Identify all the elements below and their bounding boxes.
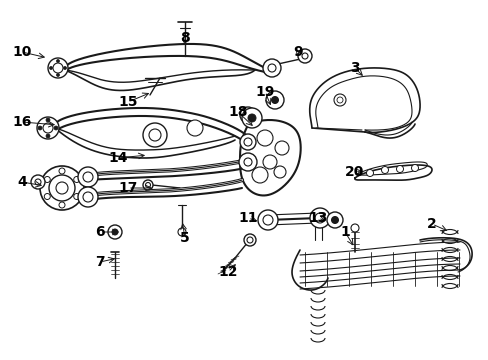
Circle shape: [333, 94, 346, 106]
Text: 7: 7: [95, 255, 104, 269]
Circle shape: [57, 73, 60, 77]
Circle shape: [43, 123, 53, 133]
Circle shape: [381, 166, 387, 174]
Text: 15: 15: [118, 95, 138, 109]
Text: 20: 20: [345, 165, 364, 179]
Circle shape: [267, 64, 275, 72]
Circle shape: [46, 134, 50, 138]
Circle shape: [244, 158, 251, 166]
Text: 4: 4: [17, 175, 27, 189]
Circle shape: [57, 59, 60, 63]
Text: 3: 3: [349, 61, 359, 75]
Circle shape: [74, 176, 80, 183]
Circle shape: [240, 107, 256, 123]
Circle shape: [112, 229, 118, 235]
Circle shape: [302, 53, 307, 59]
Circle shape: [149, 129, 161, 141]
Text: 10: 10: [12, 45, 32, 59]
Circle shape: [396, 166, 403, 172]
Circle shape: [263, 215, 272, 225]
Circle shape: [142, 123, 167, 147]
Circle shape: [49, 67, 52, 69]
Circle shape: [265, 91, 284, 109]
Circle shape: [178, 228, 185, 236]
Circle shape: [240, 134, 256, 150]
Circle shape: [336, 97, 342, 103]
Text: 14: 14: [108, 151, 127, 165]
Circle shape: [263, 59, 281, 77]
Circle shape: [244, 111, 251, 119]
Circle shape: [59, 168, 65, 174]
Circle shape: [54, 126, 58, 130]
Circle shape: [273, 166, 285, 178]
Circle shape: [38, 126, 42, 130]
Text: 16: 16: [12, 115, 32, 129]
Circle shape: [186, 120, 203, 136]
Text: 13: 13: [307, 211, 327, 225]
Circle shape: [142, 180, 153, 190]
Text: 1: 1: [340, 225, 349, 239]
Circle shape: [274, 141, 288, 155]
Circle shape: [78, 187, 98, 207]
Circle shape: [258, 210, 278, 230]
Text: 17: 17: [118, 181, 138, 195]
Circle shape: [48, 58, 68, 78]
Text: 18: 18: [228, 105, 247, 119]
Circle shape: [37, 117, 59, 139]
Circle shape: [44, 176, 50, 183]
Circle shape: [74, 194, 80, 199]
Circle shape: [145, 183, 150, 188]
Circle shape: [108, 225, 122, 239]
Circle shape: [46, 118, 50, 122]
Circle shape: [366, 170, 373, 176]
Text: 19: 19: [255, 85, 274, 99]
Circle shape: [44, 194, 50, 199]
Circle shape: [239, 153, 257, 171]
Circle shape: [35, 179, 41, 185]
Text: 5: 5: [180, 231, 189, 245]
Circle shape: [331, 216, 338, 224]
Circle shape: [63, 67, 66, 69]
Text: 6: 6: [95, 225, 104, 239]
Circle shape: [83, 192, 93, 202]
Circle shape: [242, 108, 262, 128]
Circle shape: [314, 213, 325, 223]
Circle shape: [49, 175, 75, 201]
Circle shape: [53, 63, 63, 73]
Circle shape: [40, 166, 84, 210]
Text: 2: 2: [426, 217, 436, 231]
Text: 8: 8: [180, 31, 189, 45]
Circle shape: [297, 49, 311, 63]
Circle shape: [59, 202, 65, 208]
Circle shape: [257, 130, 272, 146]
Circle shape: [83, 172, 93, 182]
Circle shape: [350, 224, 358, 232]
Circle shape: [271, 96, 278, 104]
Circle shape: [78, 167, 98, 187]
Text: 11: 11: [238, 211, 257, 225]
Circle shape: [263, 155, 276, 169]
Circle shape: [246, 237, 252, 243]
Circle shape: [309, 208, 329, 228]
Text: 9: 9: [293, 45, 302, 59]
Circle shape: [247, 114, 256, 122]
Circle shape: [56, 182, 68, 194]
Circle shape: [244, 138, 251, 146]
Circle shape: [411, 165, 418, 171]
Circle shape: [251, 167, 267, 183]
Text: 12: 12: [218, 265, 237, 279]
Circle shape: [244, 234, 256, 246]
Circle shape: [326, 212, 342, 228]
Circle shape: [31, 175, 45, 189]
